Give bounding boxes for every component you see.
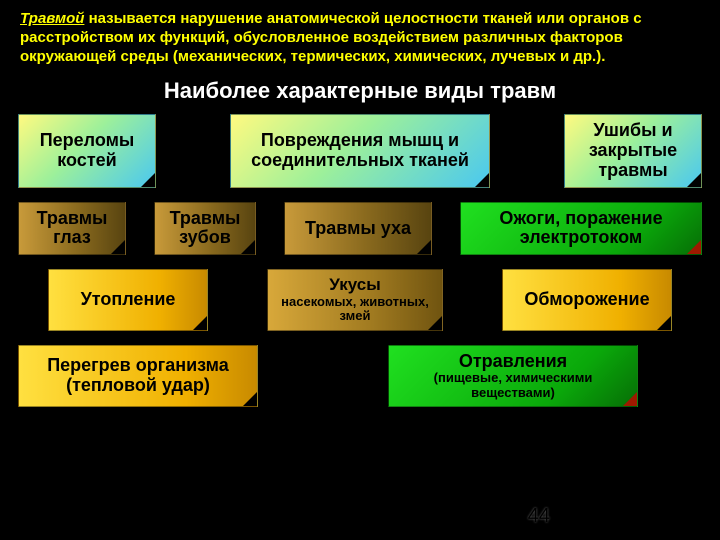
card-bone-fractures: Переломы костей: [18, 114, 156, 187]
page-number: 44: [528, 505, 550, 528]
card-line: травмы: [598, 161, 667, 181]
card-line: костей: [57, 151, 116, 171]
card-ear-injury: Травмы уха: [284, 202, 432, 256]
card-bruises: Ушибы и закрытые травмы: [564, 114, 702, 187]
card-tooth-injury: Травмы зубов: [154, 202, 256, 256]
definition-term: Травмой: [20, 10, 84, 27]
card-line: Ушибы и: [593, 121, 672, 141]
definition-body: называется нарушение анатомической целос…: [20, 10, 642, 65]
card-grid: Переломы костей Повреждения мышц и соеди…: [0, 114, 720, 407]
card-bites: Укусы насекомых, животных, змей: [267, 269, 443, 330]
card-line: Ожоги, поражение: [499, 209, 662, 229]
card-frostbite: Обморожение: [502, 269, 672, 330]
card-line: зубов: [179, 228, 231, 248]
section-heading: Наиболее характерные виды травм: [0, 78, 720, 104]
card-line: закрытые: [589, 141, 677, 161]
card-poisoning: Отравления (пищевые, химическими веществ…: [388, 345, 638, 407]
card-line: (тепловой удар): [66, 376, 210, 396]
card-line: электротоком: [520, 228, 642, 248]
card-line: Обморожение: [524, 290, 649, 310]
definition-text: Травмой называется нарушение анатомическ…: [0, 0, 720, 74]
card-line: Отравления: [459, 352, 567, 372]
row-3: Утопление Укусы насекомых, животных, зме…: [18, 269, 702, 330]
row-2: Травмы глаз Травмы зубов Травмы уха Ожог…: [18, 202, 702, 256]
card-subline: насекомых, животных, змей: [276, 295, 434, 324]
card-burns-electric: Ожоги, поражение электротоком: [460, 202, 702, 256]
card-line: Травмы: [37, 209, 108, 229]
row-1: Переломы костей Повреждения мышц и соеди…: [18, 114, 702, 187]
card-line: Повреждения мышц и: [261, 131, 459, 151]
card-drowning: Утопление: [48, 269, 208, 330]
card-line: соединительных тканей: [251, 151, 469, 171]
card-line: Травмы уха: [305, 219, 411, 239]
card-line: Укусы: [329, 276, 380, 295]
card-line: Переломы: [40, 131, 135, 151]
card-line: глаз: [53, 228, 91, 248]
card-muscle-damage: Повреждения мышц и соединительных тканей: [230, 114, 490, 187]
card-line: Утопление: [81, 290, 176, 310]
card-line: Перегрев организма: [47, 356, 229, 376]
card-subline: (пищевые, химическими веществами): [397, 371, 629, 400]
card-eye-injury: Травмы глаз: [18, 202, 126, 256]
card-heatstroke: Перегрев организма (тепловой удар): [18, 345, 258, 407]
row-4: Перегрев организма (тепловой удар) Отрав…: [18, 345, 702, 407]
card-line: Травмы: [170, 209, 241, 229]
